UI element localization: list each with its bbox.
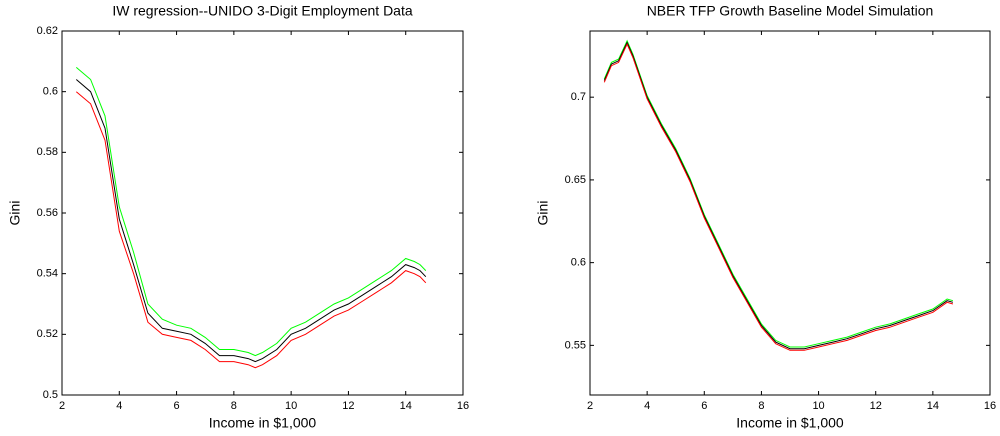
x-tick-label: 16 [984,400,996,412]
x-tick-label: 2 [587,400,593,412]
x-axis-label: Income in $1,000 [209,415,317,431]
x-tick-label: 2 [59,400,65,412]
y-tick-label: 0.55 [565,339,586,351]
x-tick-label: 12 [342,400,354,412]
y-tick-label: 0.58 [37,146,58,158]
series-line [603,39,954,348]
x-tick-label: 10 [812,400,824,412]
series-line [603,41,954,350]
x-tick-label: 6 [174,400,180,412]
x-tick-label: 14 [927,400,939,412]
x-tick-label: 14 [400,400,412,412]
x-tick-label: 8 [758,400,764,412]
x-axis-label: Income in $1,000 [736,415,844,431]
x-tick-label: 16 [457,400,469,412]
chart-title: NBER TFP Growth Baseline Model Simulatio… [647,3,934,19]
y-tick-label: 0.54 [37,268,58,280]
y-tick-label: 0.62 [37,25,58,37]
x-tick-label: 4 [116,400,122,412]
y-tick-label: 0.52 [37,328,58,340]
y-axis-label: Gini [535,201,551,226]
y-tick-label: 0.56 [37,207,58,219]
x-tick-label: 6 [701,400,707,412]
y-tick-label: 0.6 [43,86,58,98]
y-tick-label: 0.6 [571,257,586,269]
plot-frame [589,30,991,396]
chart-title: IW regression--UNIDO 3-Digit Employment … [112,3,413,19]
series-line [75,67,427,357]
x-tick-label: 10 [285,400,297,412]
y-axis-label: Gini [7,201,23,226]
x-tick-label: 4 [644,400,650,412]
y-tick-label: 0.7 [571,91,586,103]
y-tick-label: 0.5 [43,389,58,401]
x-tick-label: 8 [231,400,237,412]
series-line [75,79,427,363]
series-line [603,42,954,351]
plot-frame [61,30,464,396]
y-tick-label: 0.65 [565,174,586,186]
x-tick-label: 12 [870,400,882,412]
series-line [75,91,427,369]
